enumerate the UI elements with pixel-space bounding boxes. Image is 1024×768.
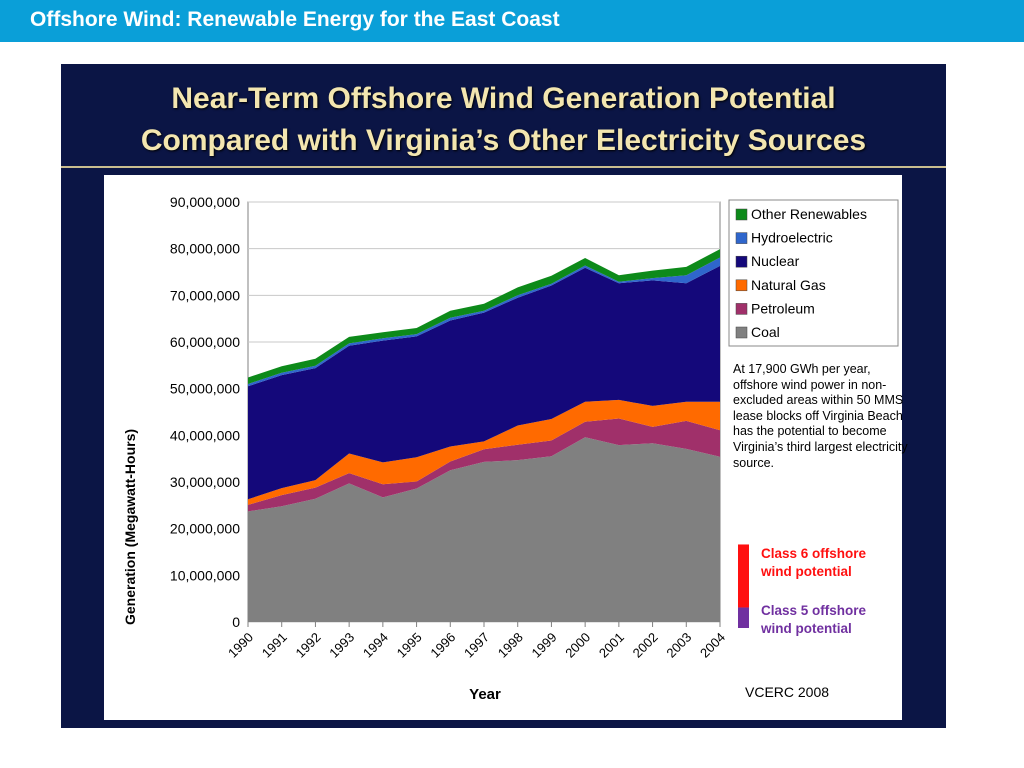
x-tick-label: 1990 [225, 630, 256, 661]
panel-title-line1: Near-Term Offshore Wind Generation Poten… [171, 82, 836, 115]
legend-box [728, 199, 899, 347]
x-tick-label: 1994 [360, 630, 391, 661]
legend-label: Other Renewables [751, 206, 867, 222]
comparison-bar-class5 [738, 607, 749, 628]
y-tick-label: 40,000,000 [170, 427, 240, 443]
legend-swatch [735, 279, 748, 292]
chart-container: 0 10,000,000 20,000,000 30,000,000 40,000,00… [104, 175, 902, 720]
comparison-bar-class6 [738, 544, 749, 608]
legend-label: Hydroelectric [751, 230, 833, 246]
panel-title: Near-Term Offshore Wind Generation Poten… [61, 78, 946, 162]
x-tick-label: 2001 [596, 630, 627, 661]
panel-title-line2: Compared with Virginia’s Other Electrici… [140, 124, 867, 157]
legend-label: Petroleum [751, 300, 815, 316]
area-natural-gas [248, 399, 720, 505]
area-nuclear [248, 265, 720, 500]
y-tick-labels: 0 10,000,000 20,000,000 30,000,000 40,000,00… [170, 194, 240, 630]
y-tick-label: 90,000,000 [170, 194, 240, 210]
x-tick-label: 1996 [427, 630, 458, 661]
x-tick-label: 1999 [528, 630, 559, 661]
x-tick-label: 2000 [562, 630, 593, 661]
x-tick-label: 1992 [292, 630, 323, 661]
class5-label-line2: wind potential [760, 621, 852, 636]
x-tick-label: 1998 [495, 630, 526, 661]
x-tick-label: 1991 [259, 630, 290, 661]
x-tick-label: 1997 [461, 630, 492, 661]
annotation-note: At 17,900 GWh per year, offshore wind po… [733, 362, 908, 470]
area-petroleum [248, 418, 720, 512]
legend-label: Nuclear [751, 253, 800, 269]
legend-label: Natural Gas [751, 277, 826, 293]
x-tick-label: 1993 [326, 630, 357, 661]
chart-legend: Other Renewables Hydroelectric Nuclear Natu… [728, 199, 899, 347]
legend-swatch [735, 255, 748, 268]
x-tick-label: 2002 [630, 630, 661, 661]
header-title: Offshore Wind: Renewable Energy for the … [30, 8, 560, 31]
legend-swatch [735, 232, 748, 244]
x-tick-label: 2004 [697, 630, 728, 661]
header-bar: Offshore Wind: Renewable Energy for the … [0, 0, 1024, 42]
y-tick-label: 10,000,000 [170, 567, 240, 583]
class5-label-line1: Class 5 offshore [761, 603, 867, 618]
y-tick-label: 0 [232, 614, 240, 630]
area-coal [248, 437, 720, 622]
legend-label: Coal [751, 324, 780, 340]
y-tick-label: 70,000,000 [170, 287, 240, 303]
offshore-wind-comparison-bar: Class 6 offshore wind potential Class 5 of… [738, 544, 867, 636]
y-tick-label: 50,000,000 [170, 381, 240, 397]
y-tick-label: 20,000,000 [170, 521, 240, 537]
class6-label-line2: wind potential [760, 564, 852, 579]
x-tick-labels: 1990 1991 1992 1993 1994 1995 1996 1997 1998 1999… [225, 630, 728, 661]
y-axis-label: Generation (Megawatt-Hours) [122, 429, 138, 625]
series-areas [248, 249, 720, 622]
y-tick-label: 80,000,000 [170, 241, 240, 257]
x-tick-label: 2003 [663, 630, 694, 661]
y-tick-label: 60,000,000 [170, 334, 240, 350]
y-tick-label: 30,000,000 [170, 474, 240, 490]
legend-swatch [735, 208, 748, 221]
x-tick-label: 1995 [394, 630, 425, 661]
class6-label-line1: Class 6 offshore [761, 546, 867, 561]
legend-swatch [735, 326, 748, 339]
panel-divider [61, 166, 946, 168]
legend-swatch [735, 303, 748, 315]
stacked-area-chart: 0 10,000,000 20,000,000 30,000,000 40,000,00… [122, 194, 899, 703]
x-axis-label: Year [469, 686, 501, 703]
source-credit: VCERC 2008 [745, 684, 830, 700]
